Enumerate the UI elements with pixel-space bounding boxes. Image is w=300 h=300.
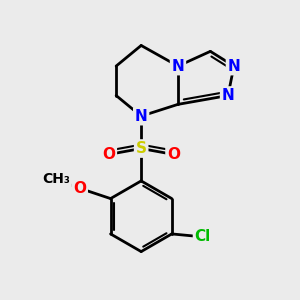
Text: O: O — [167, 147, 180, 162]
Text: O: O — [102, 147, 115, 162]
Text: N: N — [222, 88, 234, 103]
Text: CH₃: CH₃ — [42, 172, 70, 186]
Text: N: N — [227, 58, 240, 74]
Text: N: N — [172, 58, 184, 74]
Text: N: N — [135, 109, 148, 124]
Text: O: O — [73, 181, 86, 196]
Text: S: S — [136, 141, 147, 156]
Text: Cl: Cl — [195, 230, 211, 244]
